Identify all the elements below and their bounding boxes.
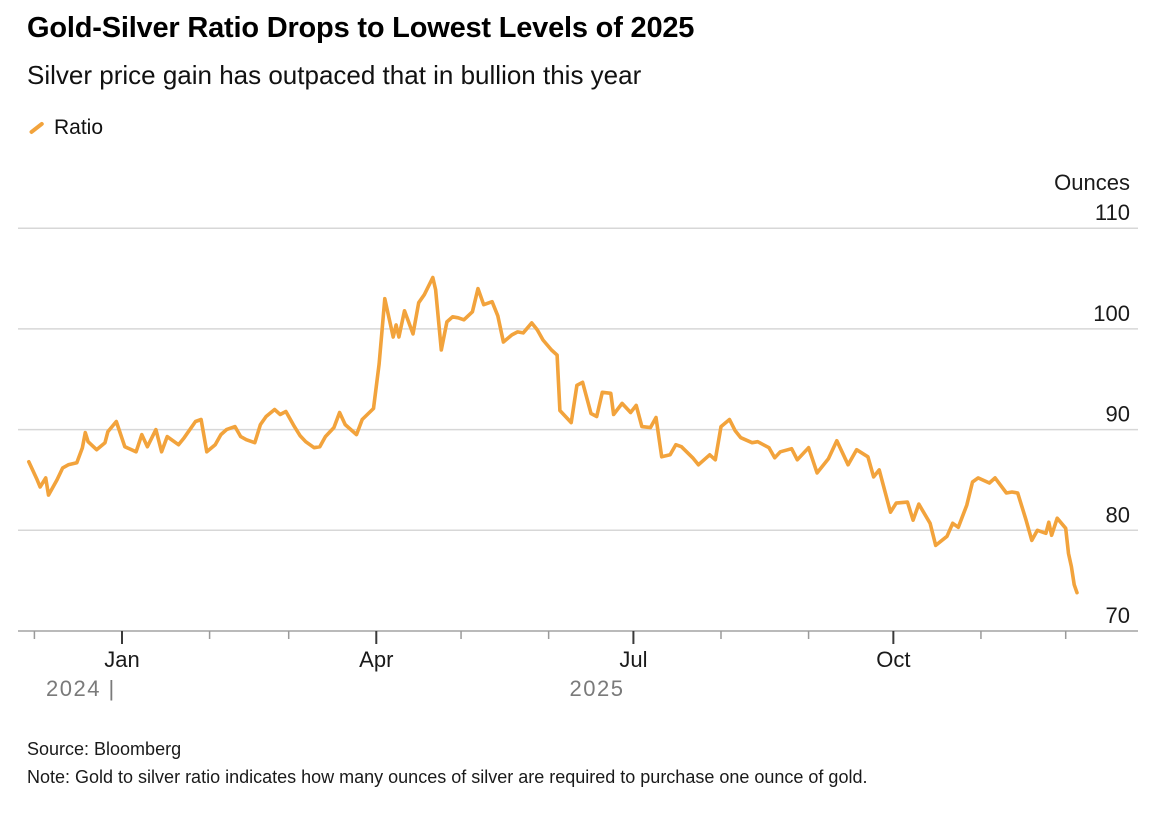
- y-axis-tick-label: 70: [1106, 603, 1130, 628]
- year-label-2024: 2024 |: [46, 676, 116, 701]
- y-axis-tick-label: 80: [1106, 502, 1130, 527]
- y-axis-unit-label: Ounces: [1054, 170, 1130, 195]
- year-label-2025: 2025: [570, 676, 625, 701]
- y-axis-tick-label: 90: [1106, 402, 1130, 427]
- ratio-line-series: [26, 275, 1079, 595]
- source-text: Source: Bloomberg: [27, 739, 182, 759]
- x-axis-month-label: Jan: [104, 647, 139, 672]
- y-axis-tick-label: 100: [1093, 301, 1130, 326]
- note-text: Note: Gold to silver ratio indicates how…: [27, 767, 868, 787]
- legend: Ratio: [28, 115, 103, 141]
- x-axis-month-label: Apr: [359, 647, 393, 672]
- legend-label: Ratio: [54, 116, 104, 139]
- legend-line-icon: [28, 121, 45, 135]
- page-subtitle: Silver price gain has outpaced that in b…: [27, 60, 642, 90]
- page-title: Gold-Silver Ratio Drops to Lowest Levels…: [27, 12, 695, 44]
- x-axis-month-label: Oct: [876, 647, 910, 672]
- x-axis-month-label: Jul: [619, 647, 647, 672]
- y-axis-tick-label: 110: [1095, 200, 1130, 225]
- gold-silver-ratio-chart: 110 100 90 80 70 Ounces Jan Apr Jul Oct 2024 | 2025: [18, 170, 1138, 701]
- chart-footer: Source: Bloomberg Note: Gold to silver r…: [27, 735, 867, 791]
